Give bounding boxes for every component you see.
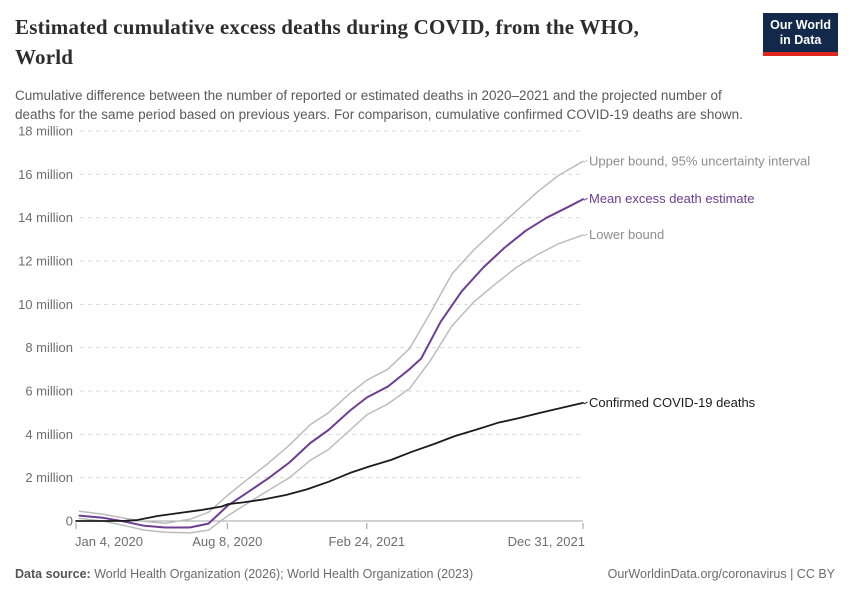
y-axis-tick-label: 10 million	[18, 297, 73, 312]
series-end-label-confirmed-covid-19-deaths: Confirmed COVID-19 deaths	[589, 395, 756, 410]
x-axis-tick-label: Dec 31, 2021	[508, 534, 585, 549]
y-axis-tick-label: 18 million	[18, 123, 73, 138]
chart-subtitle: Cumulative difference between the number…	[15, 86, 743, 124]
y-axis-tick-label: 2 million	[25, 470, 73, 485]
y-axis-tick-label: 12 million	[18, 253, 73, 268]
x-axis-tick-label: Aug 8, 2020	[192, 534, 262, 549]
series-end-label-mean-excess-death-estimate: Mean excess death estimate	[589, 191, 754, 206]
y-axis-tick-label: 8 million	[25, 340, 73, 355]
series-label-connector	[583, 159, 588, 163]
series-label-connector	[583, 401, 588, 405]
data-source-text: Data source: World Health Organization (…	[15, 567, 473, 581]
owid-logo-line2: in Data	[779, 33, 822, 47]
y-axis-tick-label: 6 million	[25, 383, 73, 398]
chart-title-line2: World	[15, 45, 74, 69]
chart-subtitle-line2: deaths for the same period based on prev…	[15, 107, 743, 122]
x-axis-tick-label: Feb 24, 2021	[328, 534, 405, 549]
series-line-mean-excess-death-estimate[interactable]	[78, 198, 584, 529]
chart-title: Estimated cumulative excess deaths durin…	[15, 12, 639, 72]
series-line-upper-bound-95-uncertainty-interval[interactable]	[78, 160, 584, 524]
data-source-label: Data source:	[15, 567, 91, 581]
y-axis-tick-label: 4 million	[25, 427, 73, 442]
chart-title-line1: Estimated cumulative excess deaths durin…	[15, 15, 640, 39]
series-label-connector	[583, 197, 588, 201]
x-axis-tick-label: Jan 4, 2020	[75, 534, 143, 549]
y-axis-tick-label: 14 million	[18, 210, 73, 225]
series-end-label-upper-bound-95-uncertainty-interval: Upper bound, 95% uncertainty interval	[589, 153, 810, 168]
series-line-confirmed-covid-19-deaths[interactable]	[75, 402, 584, 522]
series-end-label-lower-bound: Lower bound	[589, 227, 664, 242]
credit-link[interactable]: OurWorldinData.org/coronavirus | CC BY	[607, 567, 835, 581]
series-line-lower-bound[interactable]	[78, 234, 584, 534]
y-axis-tick-label: 16 million	[18, 167, 73, 182]
data-source-value: World Health Organization (2026); World …	[90, 567, 474, 581]
series-label-connector	[583, 233, 588, 237]
owid-logo[interactable]: Our World in Data	[763, 13, 838, 56]
chart-footer: Data source: World Health Organization (…	[15, 567, 835, 581]
y-axis-tick-label: 0	[66, 514, 73, 529]
chart-subtitle-line1: Cumulative difference between the number…	[15, 88, 722, 103]
owid-logo-line1: Our World	[770, 18, 831, 32]
